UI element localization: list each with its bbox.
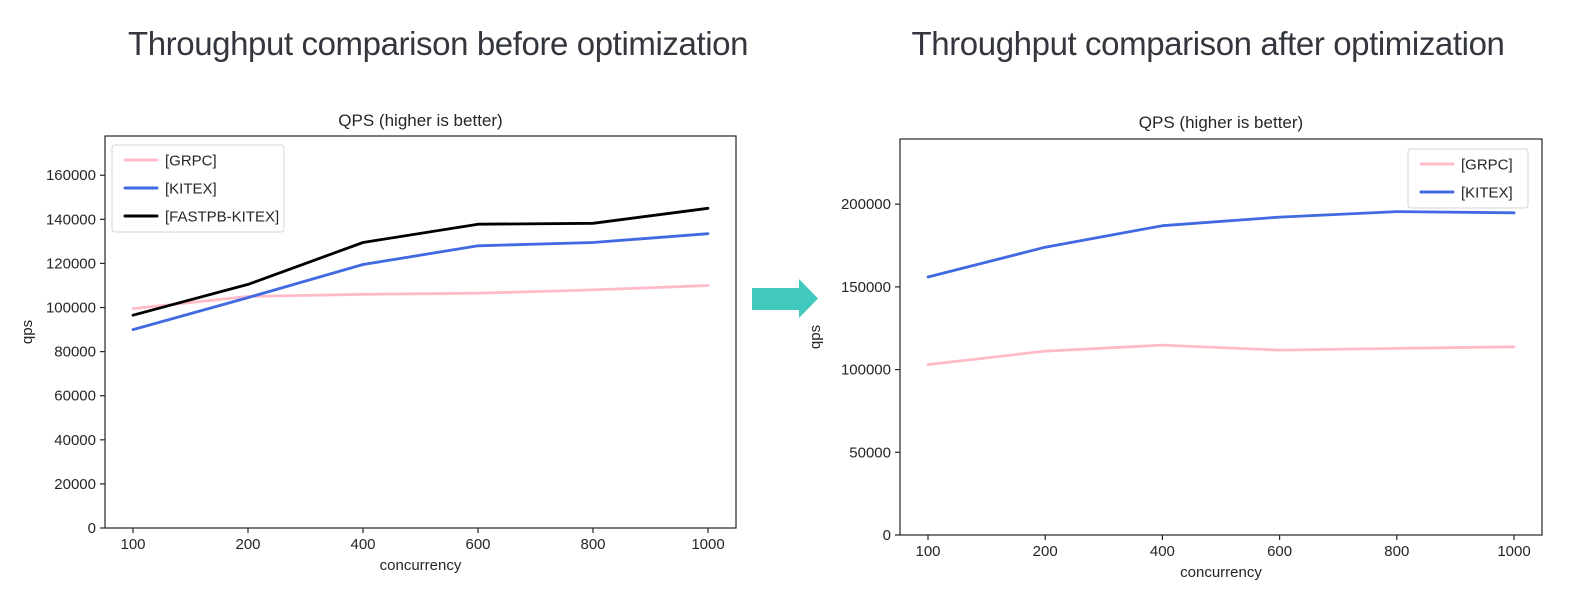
- x-axis-label: concurrency: [1180, 564, 1262, 581]
- y-tick-label: 100000: [46, 300, 96, 317]
- legend-label: [GRPC]: [165, 153, 217, 170]
- y-tick-label: 0: [883, 527, 891, 544]
- chart-before-optimization: QPS (higher is better) 0 20000 40000 60000 80…: [20, 111, 737, 574]
- x-tick-label: 600: [1267, 543, 1292, 560]
- y-tick-label: 150000: [841, 279, 891, 296]
- x-tick-label: 1000: [1497, 543, 1530, 560]
- series-line-kitex: [926, 210, 1516, 279]
- x-tick-label: 400: [1150, 543, 1175, 560]
- legend-label: [KITEX]: [1461, 185, 1513, 202]
- y-tick-label: 80000: [54, 344, 96, 361]
- right-arrow-shape: [752, 279, 818, 318]
- y-tick-label: 60000: [54, 388, 96, 405]
- y-tick-label: 20000: [54, 476, 96, 493]
- x-tick-label: 100: [120, 536, 145, 553]
- legend-label: [KITEX]: [165, 181, 217, 198]
- figure-title-after: Throughput comparison after optimization: [911, 25, 1505, 62]
- right-arrow-icon: [752, 279, 818, 318]
- legend-label: [GRPC]: [1461, 157, 1513, 174]
- figure-title-before: Throughput comparison before optimizatio…: [127, 25, 749, 62]
- y-tick-label: 140000: [46, 211, 96, 228]
- x-tick-label: 200: [1033, 543, 1058, 560]
- x-tick-label: 800: [1384, 543, 1409, 560]
- chart-title: QPS (higher is better): [338, 111, 502, 130]
- x-axis-label: concurrency: [380, 557, 462, 574]
- y-tick-label: 50000: [849, 444, 891, 461]
- y-tick-label: 100000: [841, 362, 891, 379]
- y-tick-label: 0: [88, 520, 96, 537]
- x-tick-label: 100: [915, 543, 940, 560]
- chart-after-optimization: QPS (higher is better) 0 50000 100000 150000…: [807, 113, 1543, 581]
- y-tick-label: 120000: [46, 255, 96, 272]
- y-tick-label: 160000: [46, 167, 96, 184]
- y-tick-label: 200000: [841, 196, 891, 213]
- x-tick-label: 800: [580, 536, 605, 553]
- x-tick-label: 400: [350, 536, 375, 553]
- y-axis-label: qps: [20, 320, 36, 344]
- x-tick-label: 600: [465, 536, 490, 553]
- series-line-grpc: [926, 343, 1516, 367]
- legend-box: [111, 144, 285, 233]
- y-tick-label: 40000: [54, 432, 96, 449]
- chart-title: QPS (higher is better): [1139, 113, 1303, 132]
- x-tick-label: 1000: [691, 536, 724, 553]
- legend-label: [FASTPB-KITEX]: [165, 209, 279, 226]
- series-line-kitex: [131, 232, 710, 332]
- series-line-fastpb-kitex: [131, 206, 710, 317]
- series-line-grpc: [131, 284, 710, 311]
- plot-border: [899, 138, 1543, 536]
- plot-border: [104, 135, 737, 529]
- y-axis-label: qps: [807, 325, 824, 349]
- x-tick-label: 200: [235, 536, 260, 553]
